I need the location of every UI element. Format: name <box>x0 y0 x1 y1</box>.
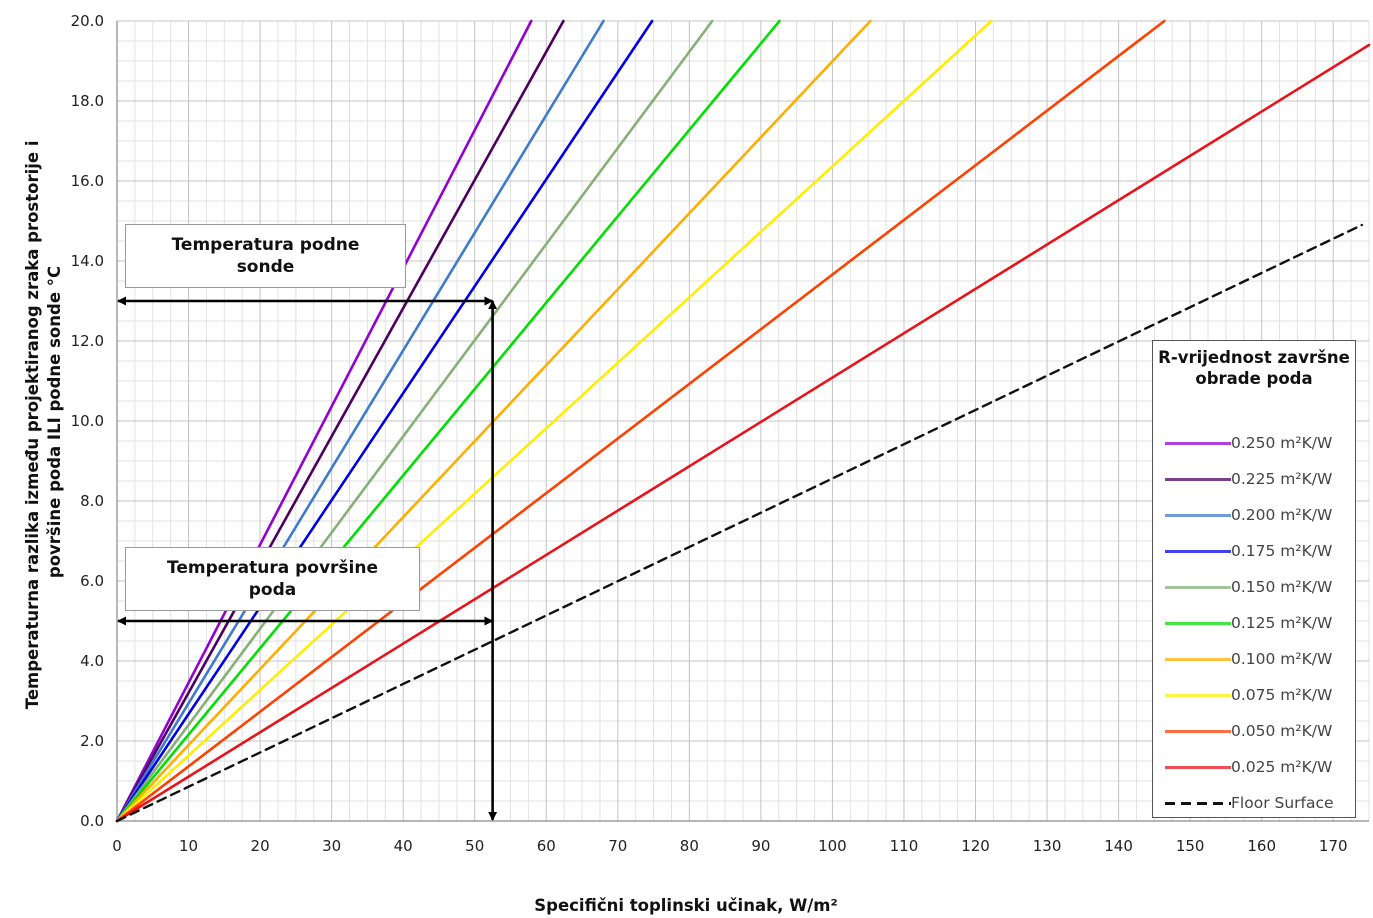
y-tick-label: 18.0 <box>71 92 104 110</box>
legend-item: 0.150 m²K/W <box>1153 569 1355 605</box>
y-tick-label: 10.0 <box>71 412 104 430</box>
y-axis-title-line-1: Temperaturna razlika između projektirano… <box>23 140 42 709</box>
legend-swatch <box>1165 689 1231 701</box>
x-tick-label: 40 <box>394 837 413 855</box>
legend-label: 0.200 m²K/W <box>1231 506 1333 524</box>
y-tick-label: 12.0 <box>71 332 104 350</box>
legend-label: 0.150 m²K/W <box>1231 578 1333 596</box>
y-tick-labels: 0.0 2.0 4.0 6.0 8.0 10.0 12.0 14.0 16.0 18.0 20.0 <box>71 12 104 830</box>
annotation-surface-temperature: Temperatura površine poda <box>125 547 420 611</box>
x-tick-label: 170 <box>1319 837 1348 855</box>
x-tick-labels: 0 10 20 30 40 50 60 70 80 90 100 110 120 130 140 150 160… <box>112 837 1347 855</box>
x-tick-label: 50 <box>465 837 484 855</box>
legend: R-vrijednost završne obrade poda 0.250 m… <box>1152 340 1356 818</box>
legend-swatch <box>1165 545 1231 557</box>
legend-item: 0.025 m²K/W <box>1153 749 1355 785</box>
y-tick-label: 20.0 <box>71 12 104 30</box>
legend-label: 0.175 m²K/W <box>1231 542 1333 560</box>
y-tick-label: 6.0 <box>80 572 104 590</box>
legend-item: 0.225 m²K/W <box>1153 461 1355 497</box>
x-tick-label: 110 <box>890 837 919 855</box>
legend-title: R-vrijednost završne obrade poda <box>1158 348 1350 388</box>
legend-swatch <box>1165 437 1231 449</box>
legend-item: 0.175 m²K/W <box>1153 533 1355 569</box>
x-tick-label: 0 <box>112 837 122 855</box>
legend-item: Floor Surface <box>1153 785 1355 821</box>
y-tick-label: 2.0 <box>80 732 104 750</box>
legend-items: 0.250 m²K/W 0.225 m²K/W 0.200 m²K/W 0.175 m… <box>1153 425 1355 821</box>
legend-item: 0.075 m²K/W <box>1153 677 1355 713</box>
legend-label: 0.100 m²K/W <box>1231 650 1333 668</box>
x-tick-label: 90 <box>751 837 770 855</box>
series-line-8 <box>115 19 993 823</box>
x-tick-label: 120 <box>961 837 990 855</box>
legend-swatch <box>1165 725 1231 737</box>
legend-label: 0.025 m²K/W <box>1231 758 1333 776</box>
x-tick-label: 150 <box>1176 837 1205 855</box>
legend-swatch <box>1165 473 1231 485</box>
x-tick-label: 140 <box>1104 837 1133 855</box>
legend-label: 0.075 m²K/W <box>1231 686 1333 704</box>
series-line-6 <box>115 19 781 823</box>
series-lines <box>115 19 1371 823</box>
legend-item: 0.250 m²K/W <box>1153 425 1355 461</box>
y-axis-title: Temperaturna razlika između projektirano… <box>23 135 64 710</box>
legend-item: 0.050 m²K/W <box>1153 713 1355 749</box>
series-line-10 <box>115 43 1371 823</box>
plot-axes <box>116 21 1369 822</box>
y-tick-label: 0.0 <box>80 812 104 830</box>
legend-label: 0.225 m²K/W <box>1231 470 1333 488</box>
x-tick-label: 30 <box>322 837 341 855</box>
y-tick-label: 8.0 <box>80 492 104 510</box>
legend-swatch <box>1165 617 1231 629</box>
series-line-9 <box>115 19 1166 823</box>
x-axis-title: Specifični toplinski učinak, W/m² <box>534 896 837 915</box>
legend-swatch <box>1165 761 1231 773</box>
series-line-4 <box>115 19 654 823</box>
x-tick-label: 70 <box>608 837 627 855</box>
x-tick-label: 80 <box>680 837 699 855</box>
y-tick-label: 16.0 <box>71 172 104 190</box>
legend-item: 0.125 m²K/W <box>1153 605 1355 641</box>
series-line-3 <box>115 19 605 823</box>
x-tick-label: 60 <box>537 837 556 855</box>
legend-label: 0.125 m²K/W <box>1231 614 1333 632</box>
series-line-1 <box>115 19 533 823</box>
legend-swatch <box>1165 581 1231 593</box>
legend-label: 0.050 m²K/W <box>1231 722 1333 740</box>
y-tick-label: 14.0 <box>71 252 104 270</box>
series-line-2 <box>115 19 565 823</box>
legend-label: Floor Surface <box>1231 794 1334 812</box>
x-tick-label: 100 <box>818 837 847 855</box>
annotation-probe-temperature: Temperatura podne sonde <box>125 224 406 288</box>
legend-item: 0.100 m²K/W <box>1153 641 1355 677</box>
y-axis-title-line-2: površine poda ILI podne sonde °C <box>45 266 64 578</box>
legend-item: 0.200 m²K/W <box>1153 497 1355 533</box>
legend-swatch <box>1165 653 1231 665</box>
annotation-arrows <box>117 296 498 821</box>
x-tick-label: 130 <box>1033 837 1062 855</box>
x-tick-label: 10 <box>179 837 198 855</box>
legend-swatch <box>1165 797 1231 809</box>
series-line-5 <box>115 19 714 823</box>
y-tick-label: 4.0 <box>80 652 104 670</box>
legend-swatch <box>1165 509 1231 521</box>
x-tick-label: 160 <box>1247 837 1276 855</box>
series-line-11 <box>115 223 1364 823</box>
legend-label: 0.250 m²K/W <box>1231 434 1333 452</box>
x-tick-label: 20 <box>251 837 270 855</box>
